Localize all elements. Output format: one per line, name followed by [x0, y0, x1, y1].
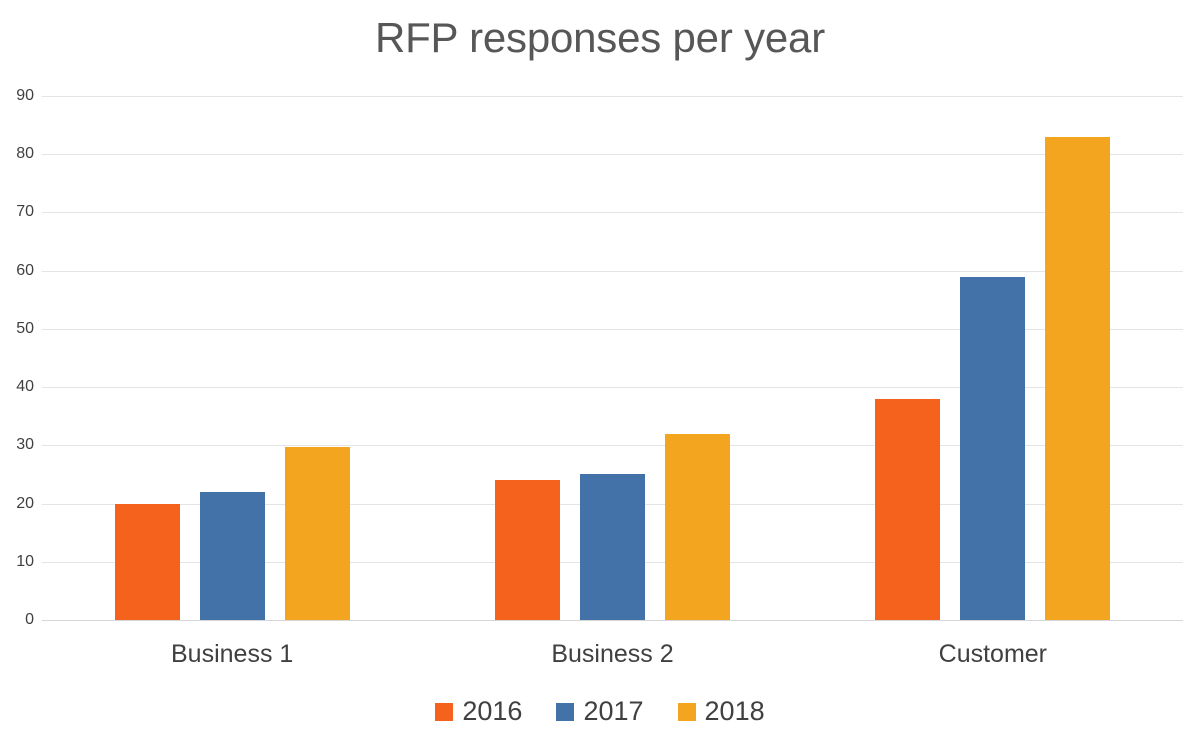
bar-2016-business-2 [495, 480, 560, 620]
bar-2016-business-1 [114, 503, 180, 620]
y-axis-tick-label: 20 [16, 494, 34, 512]
legend-swatch-icon [677, 702, 696, 721]
bar-2018-business-2 [665, 433, 730, 620]
bar-2017-business-1 [199, 491, 265, 620]
x-axis: Business 1 Business 2 Customer [42, 640, 1183, 682]
gridline [42, 620, 1183, 621]
bar-2017-customer [960, 276, 1026, 620]
legend-item-2016[interactable]: 2016 [435, 698, 522, 725]
legend-label: 2017 [583, 696, 644, 726]
x-axis-category-label: Business 1 [171, 640, 294, 668]
y-axis-tick-label: 0 [25, 611, 34, 628]
legend-item-2017[interactable]: 2017 [556, 696, 644, 726]
y-axis-tick-label: 50 [16, 319, 34, 337]
bar-2016-customer [875, 398, 941, 620]
y-axis: 0 10 20 30 40 50 60 70 80 90 [0, 87, 34, 628]
y-axis-tick-label: 30 [16, 436, 34, 454]
legend-label: 2018 [704, 696, 765, 726]
bar-2017-business-2 [580, 474, 645, 620]
bars-layer [42, 96, 1183, 620]
y-axis-tick-label: 80 [16, 145, 34, 163]
x-axis-category-label: Business 2 [551, 640, 674, 668]
plot-area [42, 96, 1183, 621]
legend-swatch-icon [556, 702, 575, 721]
legend-swatch-icon [435, 702, 454, 721]
y-axis-tick-label: 70 [16, 203, 34, 221]
bar-2018-business-1 [284, 446, 350, 620]
y-axis-tick-label: 10 [16, 552, 34, 570]
y-axis-tick-label: 90 [16, 87, 34, 104]
chart-legend: 2016 2017 2018 [0, 698, 1200, 725]
x-axis-category-label: Customer [938, 640, 1048, 668]
legend-item-2018[interactable]: 2018 [677, 696, 765, 726]
bar-2018-customer [1045, 136, 1111, 620]
chart-title: RFP responses per year [374, 14, 826, 61]
legend-label: 2016 [462, 696, 523, 726]
y-axis-tick-label: 60 [16, 261, 34, 279]
y-axis-tick-label: 40 [16, 378, 34, 396]
